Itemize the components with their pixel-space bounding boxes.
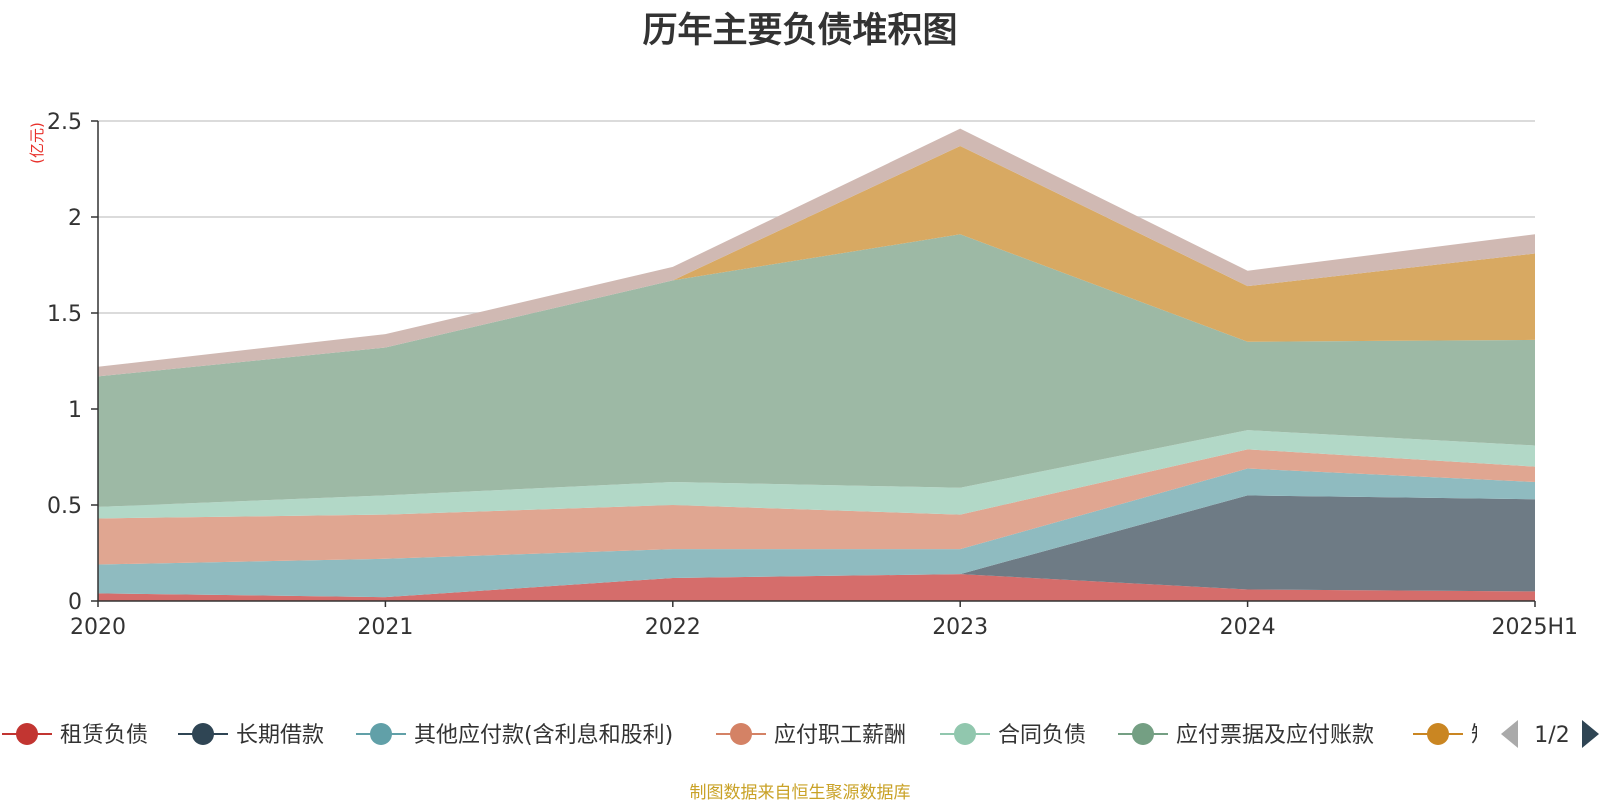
y-tick-label: 1: [68, 398, 82, 423]
legend-item[interactable]: 租赁负债: [2, 723, 148, 748]
area-series: [98, 574, 1535, 601]
legend-label: 应付职工薪酬: [774, 723, 906, 748]
legend-marker-icon: [192, 723, 214, 745]
y-tick-label: 1.5: [47, 302, 82, 327]
legend: 租赁负债 长期借款 其他应付款(含利息和股利) 应付职工薪酬 合同负债 应付票据及应付账款…: [2, 720, 1599, 748]
x-tick-label: 2024: [1220, 615, 1276, 640]
legend-item[interactable]: 其他应付款(含利息和股利): [356, 723, 673, 748]
x-tick-label: 2025H1: [1491, 615, 1578, 640]
legend-item[interactable]: 应付职工薪酬: [716, 723, 906, 748]
stacked-areas: [98, 128, 1535, 601]
legend-items: 租赁负债 长期借款 其他应付款(含利息和股利) 应付职工薪酬 合同负债 应付票据及应付账款…: [2, 723, 1493, 748]
area-series: [98, 495, 1535, 598]
area-series: [98, 449, 1535, 565]
chart-title: 历年主要负债堆积图: [642, 11, 958, 51]
next-page-icon[interactable]: [1582, 720, 1599, 748]
legend-item[interactable]: 短: [1413, 723, 1493, 748]
legend-page-indicator: 1/2: [1534, 723, 1569, 748]
area-series: [98, 468, 1535, 598]
legend-marker-icon: [1132, 723, 1154, 745]
legend-label: 应付票据及应付账款: [1176, 723, 1374, 748]
axes: (亿元) 2020 2021 2022 2023 2024 2025H1: [28, 121, 1578, 640]
prev-page-icon[interactable]: [1501, 720, 1518, 748]
legend-label: 短: [1471, 723, 1493, 748]
legend-label: 合同负债: [998, 723, 1086, 748]
legend-label: 租赁负债: [60, 723, 148, 748]
legend-marker-icon: [16, 723, 38, 745]
y-tick-label: 0: [68, 590, 82, 615]
y-axis-unit-label: (亿元): [28, 122, 46, 164]
legend-item[interactable]: 应付票据及应付账款: [1118, 723, 1374, 748]
y-tick-label: 2.5: [47, 110, 82, 135]
area-series: [98, 430, 1535, 519]
x-tick-label: 2023: [932, 615, 988, 640]
y-tick-label: 0.5: [47, 494, 82, 519]
legend-label: 长期借款: [236, 723, 324, 748]
x-tick-label: 2020: [70, 615, 126, 640]
y-tick-label: 2: [68, 206, 82, 231]
area-series: [98, 234, 1535, 507]
legend-marker-icon: [954, 723, 976, 745]
legend-item[interactable]: 合同负债: [940, 723, 1086, 748]
legend-marker-icon: [730, 723, 752, 745]
x-tick-label: 2022: [645, 615, 701, 640]
legend-item[interactable]: 长期借款: [178, 723, 324, 748]
legend-label: 其他应付款(含利息和股利): [414, 723, 673, 748]
x-tick-label: 2021: [357, 615, 413, 640]
legend-marker-icon: [370, 723, 392, 745]
legend-marker-icon: [1427, 723, 1449, 745]
area-series: [98, 128, 1535, 377]
source-note: 制图数据来自恒生聚源数据库: [689, 783, 911, 803]
